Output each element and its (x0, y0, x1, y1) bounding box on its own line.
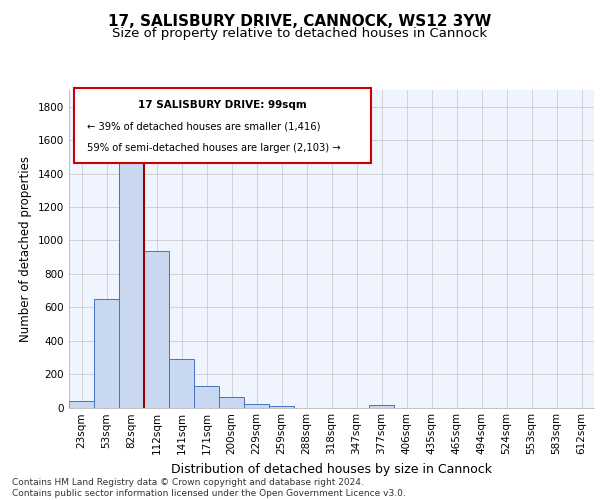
Bar (244, 404, 269, 407)
Bar (144, 252, 169, 408)
X-axis label: Distribution of detached houses by size in Cannock: Distribution of detached houses by size … (171, 463, 492, 476)
Text: 17 SALISBURY DRIVE: 99sqm: 17 SALISBURY DRIVE: 99sqm (138, 100, 307, 110)
Bar (269, 406, 294, 407)
Bar (119, 161, 144, 408)
Bar (94, 299, 119, 408)
Bar (169, 359, 194, 408)
Text: ← 39% of detached houses are smaller (1,416): ← 39% of detached houses are smaller (1,… (88, 121, 321, 131)
Text: Contains HM Land Registry data © Crown copyright and database right 2024.
Contai: Contains HM Land Registry data © Crown c… (12, 478, 406, 498)
Bar (219, 397, 244, 407)
Bar (69, 401, 94, 407)
FancyBboxPatch shape (74, 88, 371, 163)
Text: Size of property relative to detached houses in Cannock: Size of property relative to detached ho… (112, 28, 488, 40)
Y-axis label: Number of detached properties: Number of detached properties (19, 156, 32, 342)
Text: 17, SALISBURY DRIVE, CANNOCK, WS12 3YW: 17, SALISBURY DRIVE, CANNOCK, WS12 3YW (109, 14, 491, 29)
Bar (194, 386, 219, 407)
Bar (369, 406, 394, 407)
Text: 59% of semi-detached houses are larger (2,103) →: 59% of semi-detached houses are larger (… (88, 142, 341, 152)
